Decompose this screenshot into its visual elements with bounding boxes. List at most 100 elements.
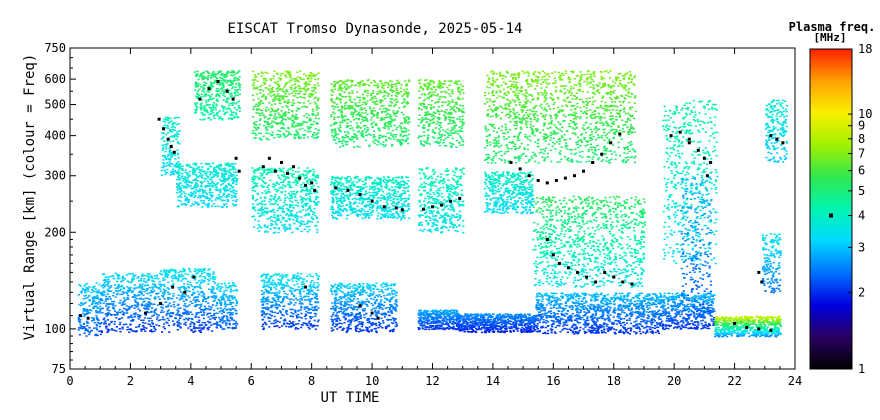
- echo-mark: [615, 293, 618, 295]
- echo-mark: [288, 298, 291, 301]
- echo-mark: [358, 302, 361, 304]
- echo-mark: [504, 313, 507, 315]
- echo-mark: [164, 289, 168, 292]
- echo-mark: [151, 286, 154, 288]
- echo-mark: [231, 282, 235, 284]
- echo-mark: [288, 320, 291, 322]
- echo-mark: [612, 316, 615, 318]
- echo-mark: [90, 317, 94, 319]
- echo-mark: [194, 268, 197, 270]
- echo-mark: [203, 276, 207, 278]
- echo-mark: [96, 334, 99, 337]
- echo-mark: [607, 330, 610, 332]
- echo-mark: [314, 287, 317, 289]
- echo-mark: [627, 307, 630, 310]
- echo-mark: [545, 298, 548, 300]
- echo-mark: [228, 322, 231, 325]
- echo-mark: [428, 328, 431, 331]
- echo-mark: [676, 311, 679, 313]
- echo-mark: [638, 294, 641, 297]
- echo-mark: [297, 286, 300, 288]
- echo-mark: [634, 300, 637, 303]
- echo-mark: [150, 275, 153, 277]
- echo-mark: [302, 290, 305, 293]
- echo-mark: [362, 329, 365, 331]
- echo-mark: [372, 298, 375, 301]
- echo-mark: [269, 289, 273, 291]
- echo-mark: [564, 321, 567, 323]
- echo-mark: [638, 330, 641, 333]
- echo-mark: [471, 325, 474, 328]
- echo-mark: [154, 286, 157, 288]
- echo-mark: [471, 328, 474, 331]
- echo-mark: [154, 296, 157, 298]
- echo-mark: [456, 317, 459, 319]
- echo-mark: [527, 325, 530, 328]
- echo-mark: [645, 298, 648, 300]
- echo-mark: [496, 320, 500, 322]
- echo-mark: [183, 309, 186, 311]
- echo-mark: [131, 280, 134, 282]
- echo-mark: [546, 329, 550, 332]
- echo-mark: [177, 325, 180, 327]
- echo-mark: [640, 325, 643, 328]
- echo-mark: [544, 332, 547, 335]
- echo-mark: [388, 299, 391, 302]
- echo-cluster: [215, 282, 239, 330]
- echo-mark: [582, 323, 585, 326]
- echo-mark: [284, 292, 287, 295]
- echo-mark: [360, 304, 364, 306]
- echo-mark: [118, 289, 121, 292]
- echo-mark: [221, 295, 224, 297]
- echo-mark: [378, 294, 381, 296]
- echo-mark: [648, 307, 651, 309]
- echo-cluster: [260, 272, 320, 331]
- echo-mark: [380, 299, 383, 301]
- echo-mark: [175, 314, 178, 316]
- echo-mark: [705, 301, 709, 303]
- echo-mark: [501, 330, 504, 332]
- echo-mark: [121, 293, 124, 295]
- echo-mark: [127, 316, 130, 318]
- echo-mark: [311, 280, 314, 282]
- echo-mark: [332, 322, 335, 324]
- echo-mark: [650, 313, 653, 316]
- echo-mark: [672, 319, 675, 321]
- echo-mark: [346, 287, 349, 289]
- echo-mark: [310, 286, 313, 288]
- echo-mark: [523, 313, 527, 316]
- echo-mark: [560, 292, 563, 295]
- echo-mark: [278, 292, 281, 294]
- echo-mark: [358, 286, 361, 288]
- echo-mark: [425, 314, 428, 316]
- echo-mark: [439, 313, 442, 316]
- echo-mark: [577, 295, 580, 298]
- echo-mark: [360, 325, 363, 328]
- echo-mark: [125, 308, 128, 310]
- echo-mark: [559, 299, 562, 301]
- echo-mark: [195, 313, 198, 316]
- echo-mark: [340, 300, 343, 303]
- echo-mark: [691, 322, 694, 325]
- echo-mark: [479, 323, 483, 325]
- echo-mark: [639, 332, 642, 335]
- echo-mark: [289, 286, 292, 289]
- echo-mark: [381, 286, 384, 288]
- echo-mark: [549, 312, 553, 315]
- echo-mark: [188, 313, 191, 315]
- echo-mark: [167, 293, 170, 295]
- echo-mark: [609, 314, 612, 316]
- echo-mark: [657, 317, 660, 319]
- echo-mark: [93, 305, 96, 308]
- echo-mark: [461, 323, 464, 325]
- echo-mark: [168, 331, 171, 333]
- echo-mark: [167, 281, 170, 283]
- echo-mark: [360, 317, 363, 320]
- echo-mark: [653, 310, 656, 312]
- echo-mark: [350, 290, 353, 292]
- echo-mark: [106, 283, 109, 285]
- echo-mark: [485, 331, 488, 334]
- echo-mark: [532, 315, 535, 317]
- echo-mark: [137, 303, 140, 306]
- echo-mark: [395, 298, 398, 301]
